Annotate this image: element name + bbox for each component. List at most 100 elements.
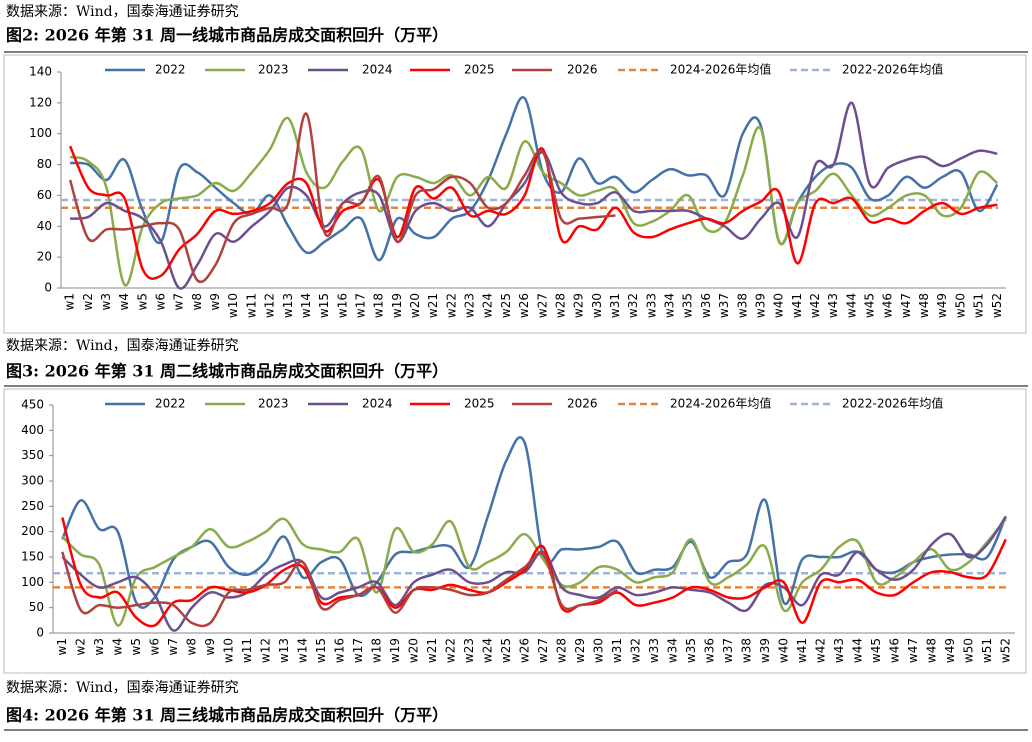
series-line: [69, 116, 999, 287]
x-tick-label: w30: [591, 638, 605, 663]
x-tick-label: w52: [998, 638, 1012, 663]
x-tick-label: w50: [961, 638, 975, 663]
x-tick-label: w45: [863, 293, 877, 318]
x-tick-label: w7: [166, 638, 180, 655]
x-tick-label: w7: [172, 293, 186, 310]
x-tick-label: w42: [813, 638, 827, 663]
legend-label: 2025: [464, 397, 495, 411]
x-tick-label: w2: [73, 638, 87, 655]
x-tick-label: w12: [258, 638, 272, 663]
x-tick-label: w10: [221, 638, 235, 663]
x-tick-label: w49: [943, 638, 957, 663]
x-tick-label: w16: [335, 293, 349, 318]
x-tick-label: w6: [153, 293, 167, 310]
x-tick-label: w40: [776, 638, 790, 663]
x-tick-label: w29: [572, 293, 586, 318]
x-tick-label: w2: [81, 293, 95, 310]
y-tick-label: 100: [29, 126, 52, 140]
x-tick-label: w11: [240, 638, 254, 663]
x-tick-label: w39: [758, 638, 772, 663]
x-tick-label: w36: [702, 638, 716, 663]
x-tick-label: w26: [517, 638, 531, 663]
x-tick-label: w18: [372, 293, 386, 318]
x-tick-label: w1: [55, 638, 69, 655]
y-tick-label: 0: [36, 626, 44, 640]
x-tick-label: w47: [906, 638, 920, 663]
x-tick-label: w29: [573, 638, 587, 663]
x-tick-label: w1: [63, 293, 77, 310]
series-line: [68, 145, 998, 280]
series-line: [61, 517, 1007, 627]
x-tick-label: w8: [184, 638, 198, 655]
x-tick-label: w24: [480, 638, 494, 663]
x-tick-label: w37: [721, 638, 735, 663]
x-tick-label: w41: [795, 638, 809, 663]
y-tick-label: 60: [37, 188, 52, 202]
figure-title: 图3: 2026 年第 31 周二线城市商品房成交面积回升（万平）: [6, 362, 448, 381]
legend-label: 2024: [362, 63, 393, 77]
x-tick-label: w11: [244, 293, 258, 318]
legend-label: 2025: [464, 63, 495, 77]
x-tick-label: w48: [924, 638, 938, 663]
y-tick-label: 140: [29, 65, 52, 79]
series-line: [61, 517, 1007, 628]
y-tick-label: 20: [37, 250, 52, 264]
x-tick-label: w8: [190, 293, 204, 310]
x-tick-label: w30: [590, 293, 604, 318]
x-tick-label: w47: [899, 293, 913, 318]
x-tick-label: w31: [608, 293, 622, 318]
x-tick-label: w37: [717, 293, 731, 318]
y-tick-label: 150: [21, 550, 44, 564]
y-tick-label: 450: [21, 398, 44, 412]
legend-label: 2024-2026年均值: [670, 62, 771, 77]
x-tick-label: w5: [135, 293, 149, 310]
x-tick-label: w32: [628, 638, 642, 663]
x-tick-label: w19: [390, 293, 404, 318]
x-tick-label: w38: [735, 293, 749, 318]
legend-label: 2022: [155, 397, 186, 411]
x-tick-label: w24: [481, 293, 495, 318]
y-tick-label: 40: [37, 219, 52, 233]
legend-label: 2022-2026年均值: [842, 62, 943, 77]
x-tick-label: w3: [99, 293, 113, 310]
x-tick-label: w21: [426, 293, 440, 318]
x-tick-label: w25: [499, 638, 513, 663]
x-tick-label: w5: [129, 638, 143, 655]
x-tick-label: w34: [663, 293, 677, 318]
x-tick-label: w46: [887, 638, 901, 663]
x-tick-label: w51: [980, 638, 994, 663]
x-tick-label: w22: [443, 638, 457, 663]
legend-label: 2022-2026年均值: [842, 396, 943, 411]
series-line: [61, 551, 618, 628]
y-tick-label: 120: [29, 95, 52, 109]
legend-label: 2026: [567, 63, 598, 77]
x-tick-label: w43: [826, 293, 840, 318]
legend-label: 2024: [362, 397, 393, 411]
x-tick-label: w13: [277, 638, 291, 663]
x-tick-label: w50: [953, 293, 967, 318]
x-tick-label: w28: [554, 638, 568, 663]
x-tick-label: w43: [832, 638, 846, 663]
x-tick-label: w10: [226, 293, 240, 318]
source: 数据来源：Wind，国泰海通证券研究: [6, 4, 239, 20]
x-tick-label: w39: [753, 293, 767, 318]
x-tick-label: w26: [517, 293, 531, 318]
x-tick-label: w36: [699, 293, 713, 318]
series-line: [68, 112, 616, 283]
x-tick-label: w41: [790, 293, 804, 318]
x-tick-label: w3: [92, 638, 106, 655]
x-tick-label: w15: [317, 293, 331, 318]
y-tick-label: 350: [21, 448, 44, 462]
x-tick-label: w21: [425, 638, 439, 663]
source: 数据来源：Wind，国泰海通证券研究: [6, 338, 239, 354]
y-tick-label: 300: [21, 474, 44, 488]
x-tick-label: w33: [644, 293, 658, 318]
x-tick-label: w13: [281, 293, 295, 318]
x-tick-label: w51: [972, 293, 986, 318]
legend-label: 2022: [155, 63, 186, 77]
y-tick-label: 400: [21, 423, 44, 437]
x-tick-label: w9: [208, 293, 222, 310]
x-tick-label: w9: [203, 638, 217, 655]
series-line: [61, 436, 1007, 609]
x-tick-label: w28: [553, 293, 567, 318]
